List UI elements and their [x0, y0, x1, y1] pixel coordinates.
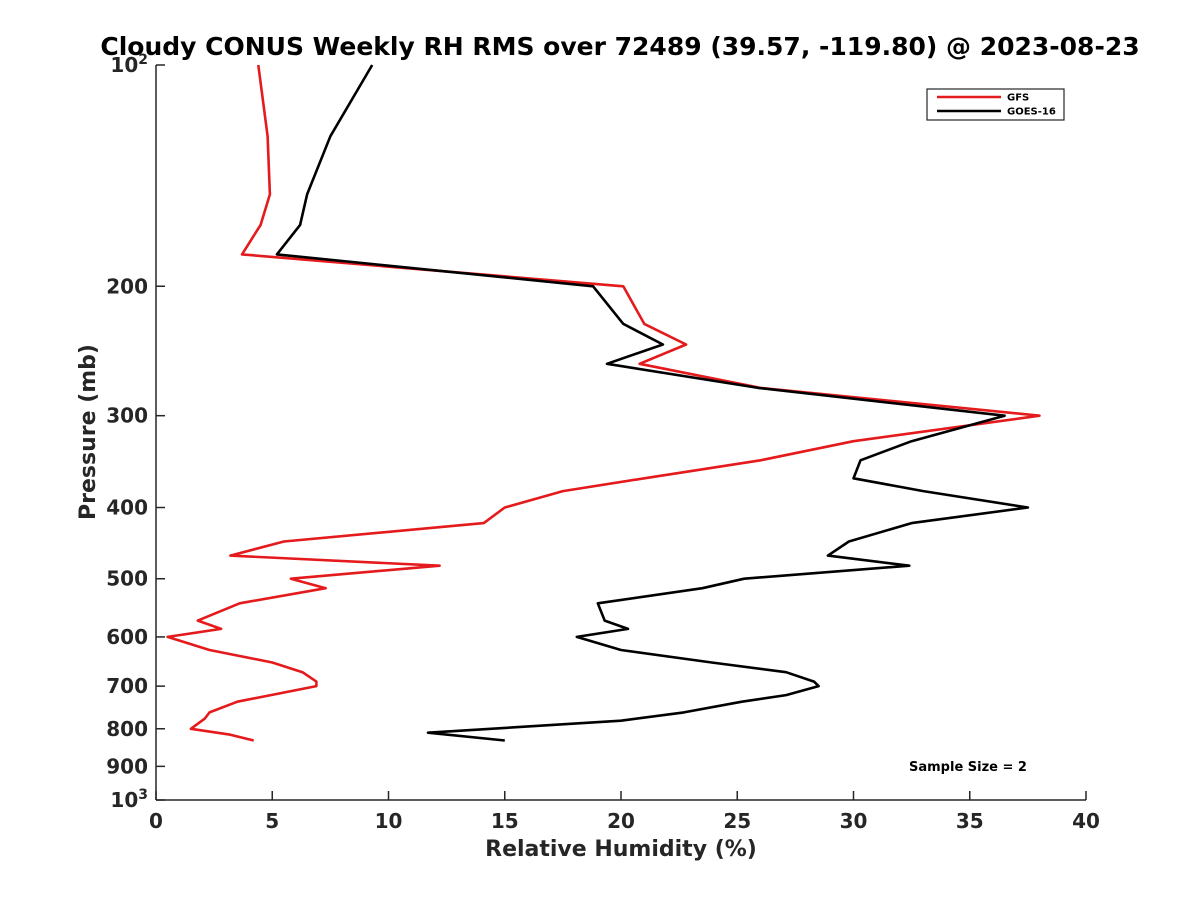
x-ticks: 0 5 10 15 20 25 30 35 40	[149, 791, 1100, 833]
series-lines	[166, 64, 1041, 742]
x-tick-label: 20	[607, 809, 635, 833]
x-axis-label: Relative Humidity (%)	[485, 837, 757, 862]
x-tick-label: 30	[840, 809, 868, 833]
legend: GFS GOES-16	[926, 88, 1065, 121]
y-tick-label: 800	[106, 717, 148, 741]
y-tick-label: 300	[106, 404, 148, 428]
x-tick-label: 10	[375, 809, 403, 833]
y-tick-label: 900	[106, 754, 148, 778]
legend-box	[926, 88, 1065, 121]
x-tick-label: 5	[265, 809, 279, 833]
series-line-gfs	[166, 64, 1041, 742]
y-tick-label: 500	[106, 567, 148, 591]
y-tick-label: 102	[110, 52, 148, 77]
chart-title: Cloudy CONUS Weekly RH RMS over 72489 (3…	[100, 32, 1139, 61]
series-line-goes-16	[275, 64, 1030, 742]
y-axis-label: Pressure (mb)	[76, 344, 101, 520]
y-tick-label: 600	[106, 625, 148, 649]
legend-label-goes-16: GOES-16	[1007, 107, 1056, 118]
y-tick-label: 200	[106, 274, 148, 298]
y-tick-label: 400	[106, 496, 148, 520]
sample-size-annotation: Sample Size = 2	[909, 760, 1027, 775]
y-tick-label: 700	[106, 674, 148, 698]
x-tick-label: 40	[1072, 809, 1100, 833]
x-tick-label: 15	[491, 809, 519, 833]
y-tick-label: 103	[110, 787, 148, 812]
x-tick-label: 35	[956, 809, 984, 833]
legend-label-gfs: GFS	[1007, 93, 1029, 104]
x-tick-label: 0	[149, 809, 163, 833]
y-ticks: 102 200 300 400 500 600 700 800 900 103	[106, 52, 165, 812]
x-tick-label: 25	[723, 809, 751, 833]
